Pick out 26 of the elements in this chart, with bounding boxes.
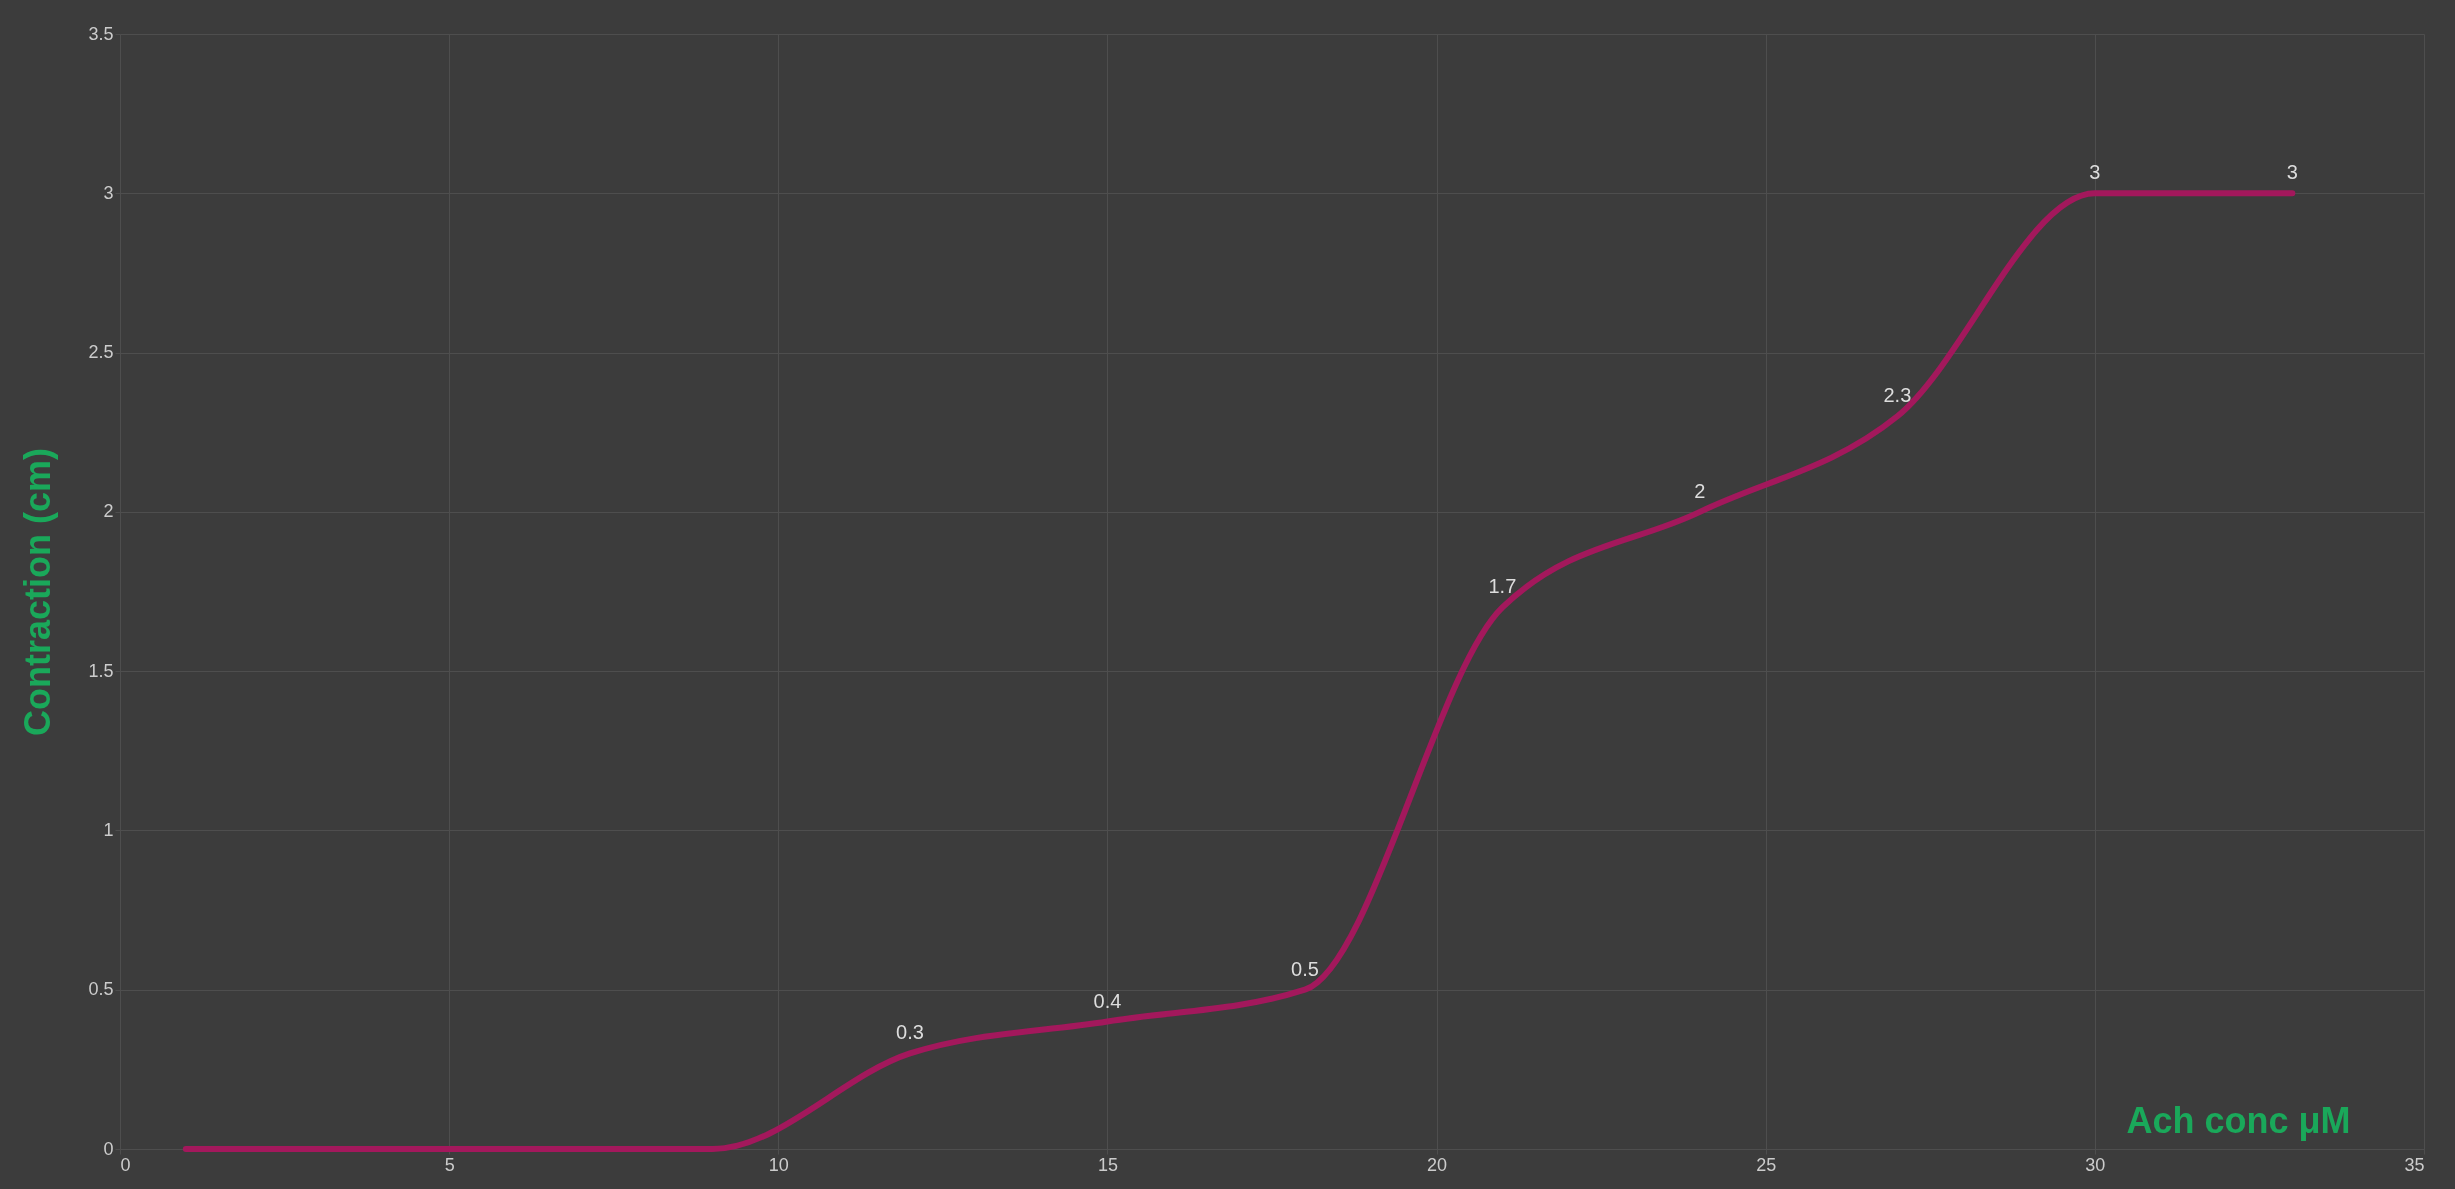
y-tick-label: 3.5 bbox=[88, 23, 114, 44]
data-label: 1.7 bbox=[1488, 575, 1517, 598]
y-axis-title: Contraction (cm) bbox=[17, 448, 59, 736]
x-tick-label: 30 bbox=[2085, 1154, 2106, 1175]
data-label: 2 bbox=[1694, 479, 1706, 502]
data-label: 3 bbox=[2089, 161, 2101, 184]
data-label: 2.3 bbox=[1883, 384, 1912, 407]
y-tick-label: 3 bbox=[103, 182, 114, 203]
x-tick-label: 10 bbox=[768, 1154, 789, 1175]
y-tick-label: 1 bbox=[103, 819, 114, 840]
y-tick-label: 1.5 bbox=[88, 660, 114, 681]
y-tick-label: 0 bbox=[103, 1138, 114, 1159]
x-tick-label: 35 bbox=[2404, 1154, 2425, 1175]
x-axis-title: Ach conc μM bbox=[2126, 1099, 2351, 1141]
data-label: 0.4 bbox=[1093, 989, 1122, 1012]
y-tick-label: 2 bbox=[103, 501, 114, 522]
x-tick-label: 0 bbox=[120, 1154, 131, 1175]
data-label: 0.5 bbox=[1291, 957, 1319, 980]
data-label: 0.3 bbox=[896, 1021, 924, 1044]
x-tick-label: 5 bbox=[444, 1154, 455, 1175]
x-tick-label: 20 bbox=[1427, 1154, 1448, 1175]
y-tick-label: 0.5 bbox=[88, 979, 114, 1000]
y-tick-label: 2.5 bbox=[88, 342, 114, 363]
x-tick-label: 15 bbox=[1097, 1154, 1118, 1175]
x-tick-label: 25 bbox=[1756, 1154, 1777, 1175]
data-label: 3 bbox=[2286, 161, 2298, 184]
